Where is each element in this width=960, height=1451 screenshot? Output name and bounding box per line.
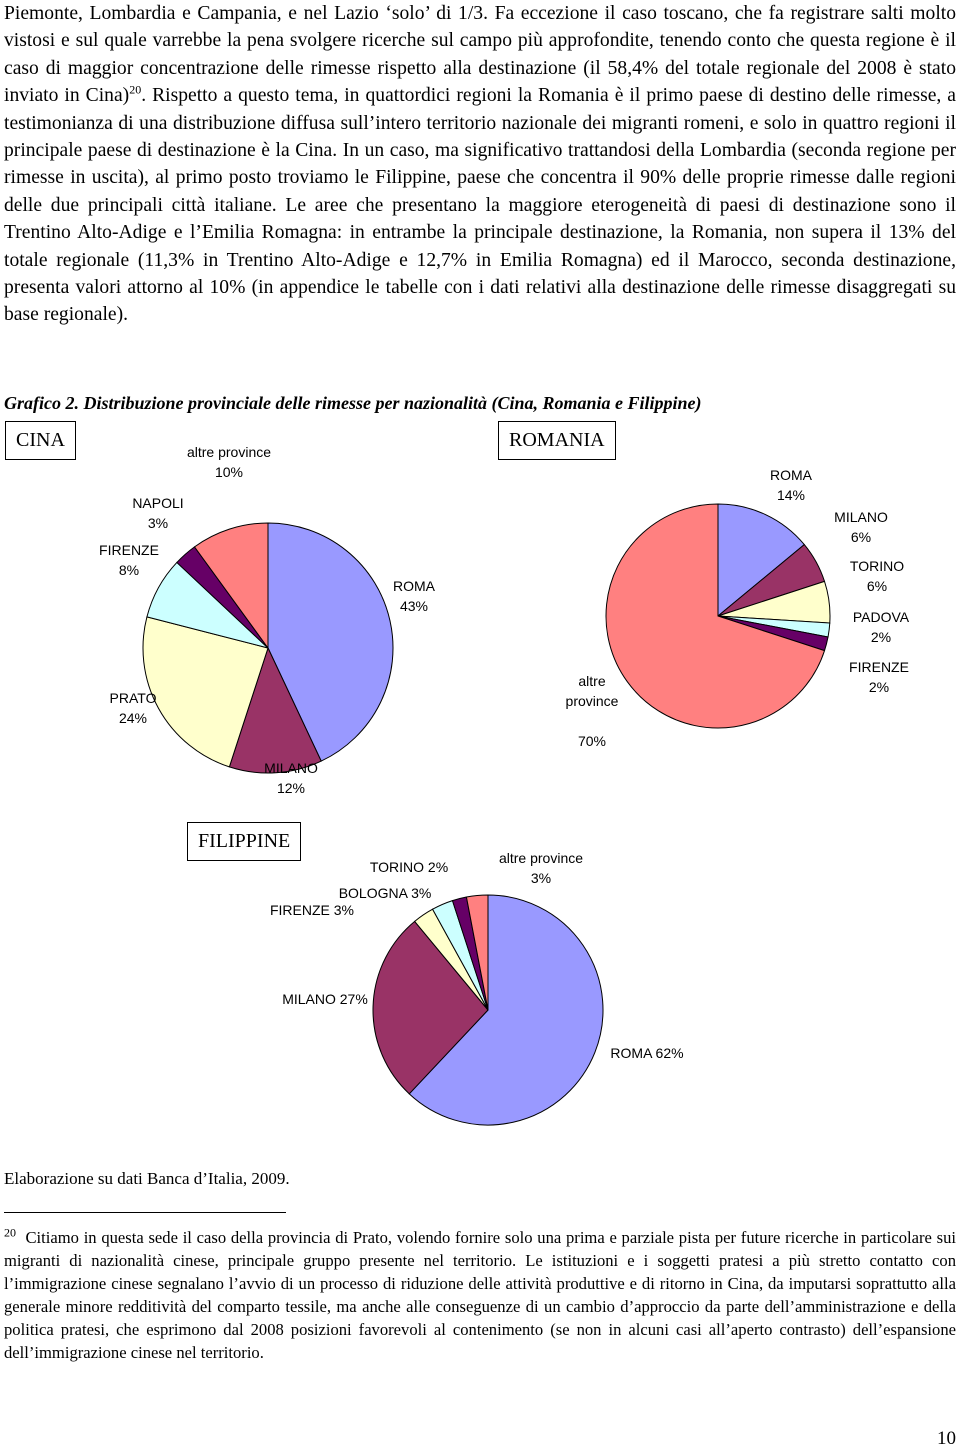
slice-label: altre province 70% (560, 671, 624, 751)
slice-value-label: 6% (866, 578, 888, 594)
pie-slice (267, 522, 394, 762)
slice-category: FIRENZE (99, 542, 159, 558)
slice-value-label: 8% (118, 562, 140, 578)
slice-label: BOLOGNA 3% (339, 883, 432, 903)
slice-category: MILANO (282, 991, 336, 1007)
pie-slice (408, 894, 604, 1126)
chart-title: FILIPPINE (187, 822, 302, 861)
pie-slice (372, 920, 489, 1095)
slice-label: ROMA 43% (393, 576, 435, 616)
source: Elaborazione su dati Banca d’Italia, 200… (4, 1169, 290, 1188)
slice-value-label: 2% (870, 629, 892, 645)
slice-label: MILANO 12% (264, 758, 318, 798)
footnote: 20 Citiamo in questa sede il caso della … (4, 1226, 956, 1364)
slice-value-label: 3% (411, 885, 432, 901)
slice-label: ROMA 62% (610, 1043, 683, 1063)
slice-value-label: 10% (214, 464, 244, 480)
slice-value-label: 14% (776, 487, 806, 503)
pie-slice (465, 894, 489, 1011)
slice-category: ROMA (393, 578, 435, 594)
slice-category: MILANO (834, 509, 888, 525)
slice-label: TORINO 2% (370, 857, 448, 877)
slice-value-label: 27% (339, 991, 368, 1007)
slice-category: ROMA (610, 1045, 652, 1061)
slice-label: MILANO 27% (282, 989, 368, 1009)
slice-label: MILANO 6% (834, 507, 888, 547)
slice-label: altre province 3% (499, 848, 583, 888)
slice-value-label: 3% (147, 515, 169, 531)
slice-value-label: 24% (118, 710, 148, 726)
slice-value-label: 62% (655, 1045, 684, 1061)
slice-label: TORINO 6% (850, 556, 904, 596)
chart-title: ROMANIA (498, 421, 616, 460)
page-number: 10 (937, 1428, 956, 1449)
slice-value-label: 2% (427, 859, 449, 875)
slice-category: TORINO (849, 558, 905, 574)
slice-category: MILANO (264, 760, 318, 776)
footnote-text: Citiamo in questa sede il caso della pro… (4, 1228, 956, 1362)
slice-value-label: 12% (276, 780, 306, 796)
slice-label: FIRENZE 2% (849, 657, 909, 697)
slice-value-label: 70% (577, 733, 607, 749)
pie-slice (605, 503, 826, 729)
slice-category: PRATO (109, 690, 157, 706)
chart-title: CINA (5, 421, 76, 460)
slice-category: BOLOGNA (338, 885, 408, 901)
slice-label: ROMA 14% (770, 465, 812, 505)
slice-category: FIRENZE (269, 902, 330, 918)
slice-label: FIRENZE 3% (270, 900, 354, 920)
slice-category: NAPOLI (132, 495, 184, 511)
footnote-number: 20 (4, 1225, 16, 1240)
pie-slice (193, 522, 269, 650)
slice-label: altre province 10% (187, 442, 271, 482)
slice-label: PADOVA 2% (853, 607, 909, 647)
slice-value-label: 2% (868, 679, 890, 695)
slice-category: altre province (186, 444, 272, 460)
slice-value-label: 43% (399, 598, 429, 614)
slice-category: TORINO (369, 859, 425, 875)
slice-category: FIRENZE (849, 659, 909, 675)
body-text: Piemonte, Lombardia e Campania, e nel La… (4, 0, 956, 329)
footnote-rule (4, 1212, 286, 1213)
footnote-ref: 20 (129, 82, 142, 97)
slice-value-label: 3% (333, 902, 355, 918)
pie-slice (228, 646, 322, 774)
slice-label: FIRENZE 8% (99, 540, 159, 580)
pie-slice (717, 503, 806, 618)
slice-label: NAPOLI 3% (132, 493, 183, 533)
slice-category: PADOVA (852, 609, 910, 625)
slice-label: PRATO 24% (110, 688, 157, 728)
slice-value-label: 3% (530, 870, 552, 886)
slice-category: ROMA (770, 467, 812, 483)
caption: Grafico 2. Distribuzione provinciale del… (4, 393, 702, 413)
slice-value-label: 6% (850, 529, 872, 545)
text: . Rispetto a questo tema, in quattordici… (4, 85, 956, 326)
pie-slice (142, 616, 269, 768)
slice-category: altre province (498, 850, 584, 866)
text: Piemonte, Lombardia e Campania, e nel La… (4, 3, 956, 107)
slice-category: altre province (565, 673, 619, 709)
